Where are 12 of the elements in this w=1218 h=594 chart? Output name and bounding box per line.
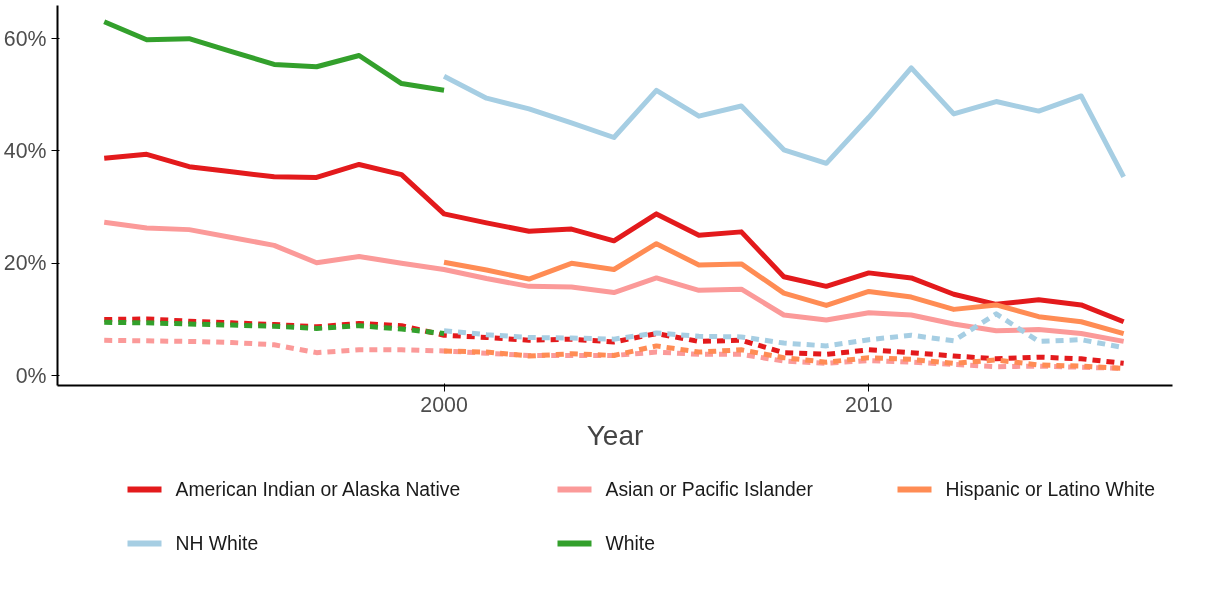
x-axis-title: Year	[586, 419, 644, 451]
y-tick-label: 0%	[15, 363, 47, 388]
x-tick-label: 2010	[845, 392, 893, 417]
y-tick-label: 40%	[3, 138, 47, 163]
y-tick-label: 20%	[3, 251, 47, 276]
legend-label: American Indian or Alaska Native	[175, 479, 461, 500]
legend-label: Hispanic or Latino White	[945, 479, 1155, 500]
x-tick-label: 2000	[420, 392, 468, 417]
legend-label: White	[605, 533, 655, 554]
y-tick-label: 60%	[3, 26, 47, 51]
legend-label: NH White	[175, 533, 259, 554]
legend-label: Asian or Pacific Islander	[605, 479, 814, 500]
